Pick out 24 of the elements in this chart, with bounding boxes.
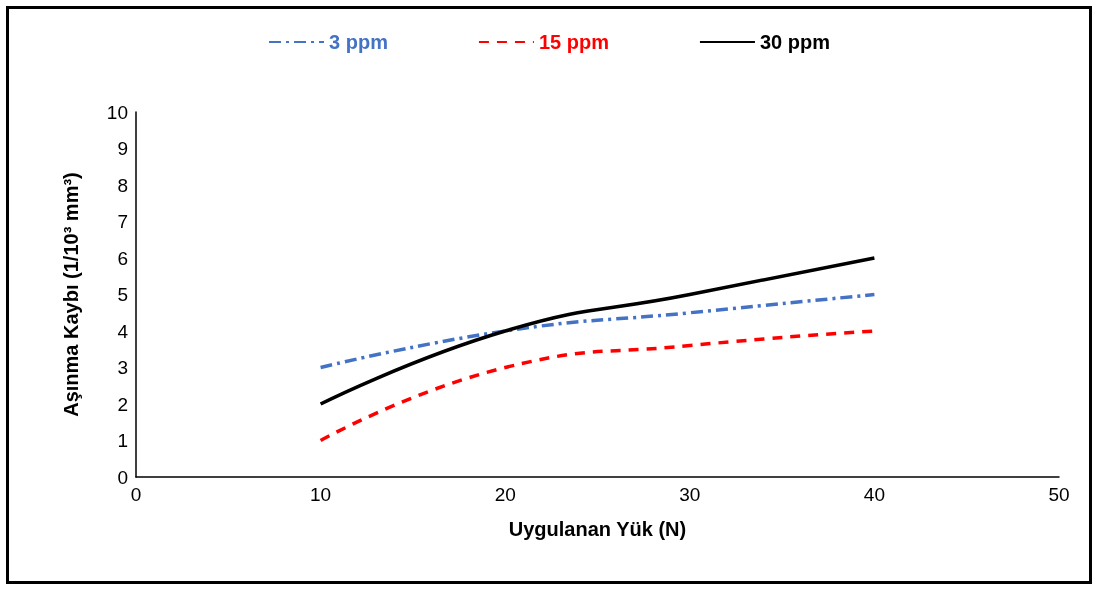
y-tick-label: 9 (117, 138, 128, 159)
legend-label: 30 ppm (759, 31, 830, 53)
x-axis-title: Uygulanan Yük (N) (508, 518, 687, 540)
y-axis-title: Aşınma Kaybı (1/10³ mm³) (60, 172, 82, 417)
y-tick-label: 8 (117, 174, 128, 196)
y-tick-label: 10 (106, 101, 128, 123)
x-tick-label: 10 (310, 484, 332, 505)
y-tick-label: 4 (117, 320, 129, 342)
line-series (318, 292, 877, 370)
y-tick-label: 3 (117, 357, 128, 378)
y-tick-label: 5 (117, 284, 128, 305)
y-tick-label: 7 (117, 211, 128, 232)
line-series (318, 256, 877, 406)
y-tick-label: 2 (117, 393, 128, 415)
x-tick-label: 0 (130, 484, 142, 505)
y-tick-label: 1 (117, 430, 128, 451)
y-tick-label: 0 (117, 466, 128, 488)
legend-label: 3 ppm (329, 31, 388, 53)
x-tick-label: 40 (863, 484, 885, 505)
y-tick-label: 6 (117, 247, 128, 269)
x-tick-label: 50 (1048, 484, 1070, 505)
x-tick-label: 30 (679, 484, 701, 505)
legend-label: 15 ppm (538, 31, 609, 53)
x-tick-label: 20 (494, 484, 516, 505)
